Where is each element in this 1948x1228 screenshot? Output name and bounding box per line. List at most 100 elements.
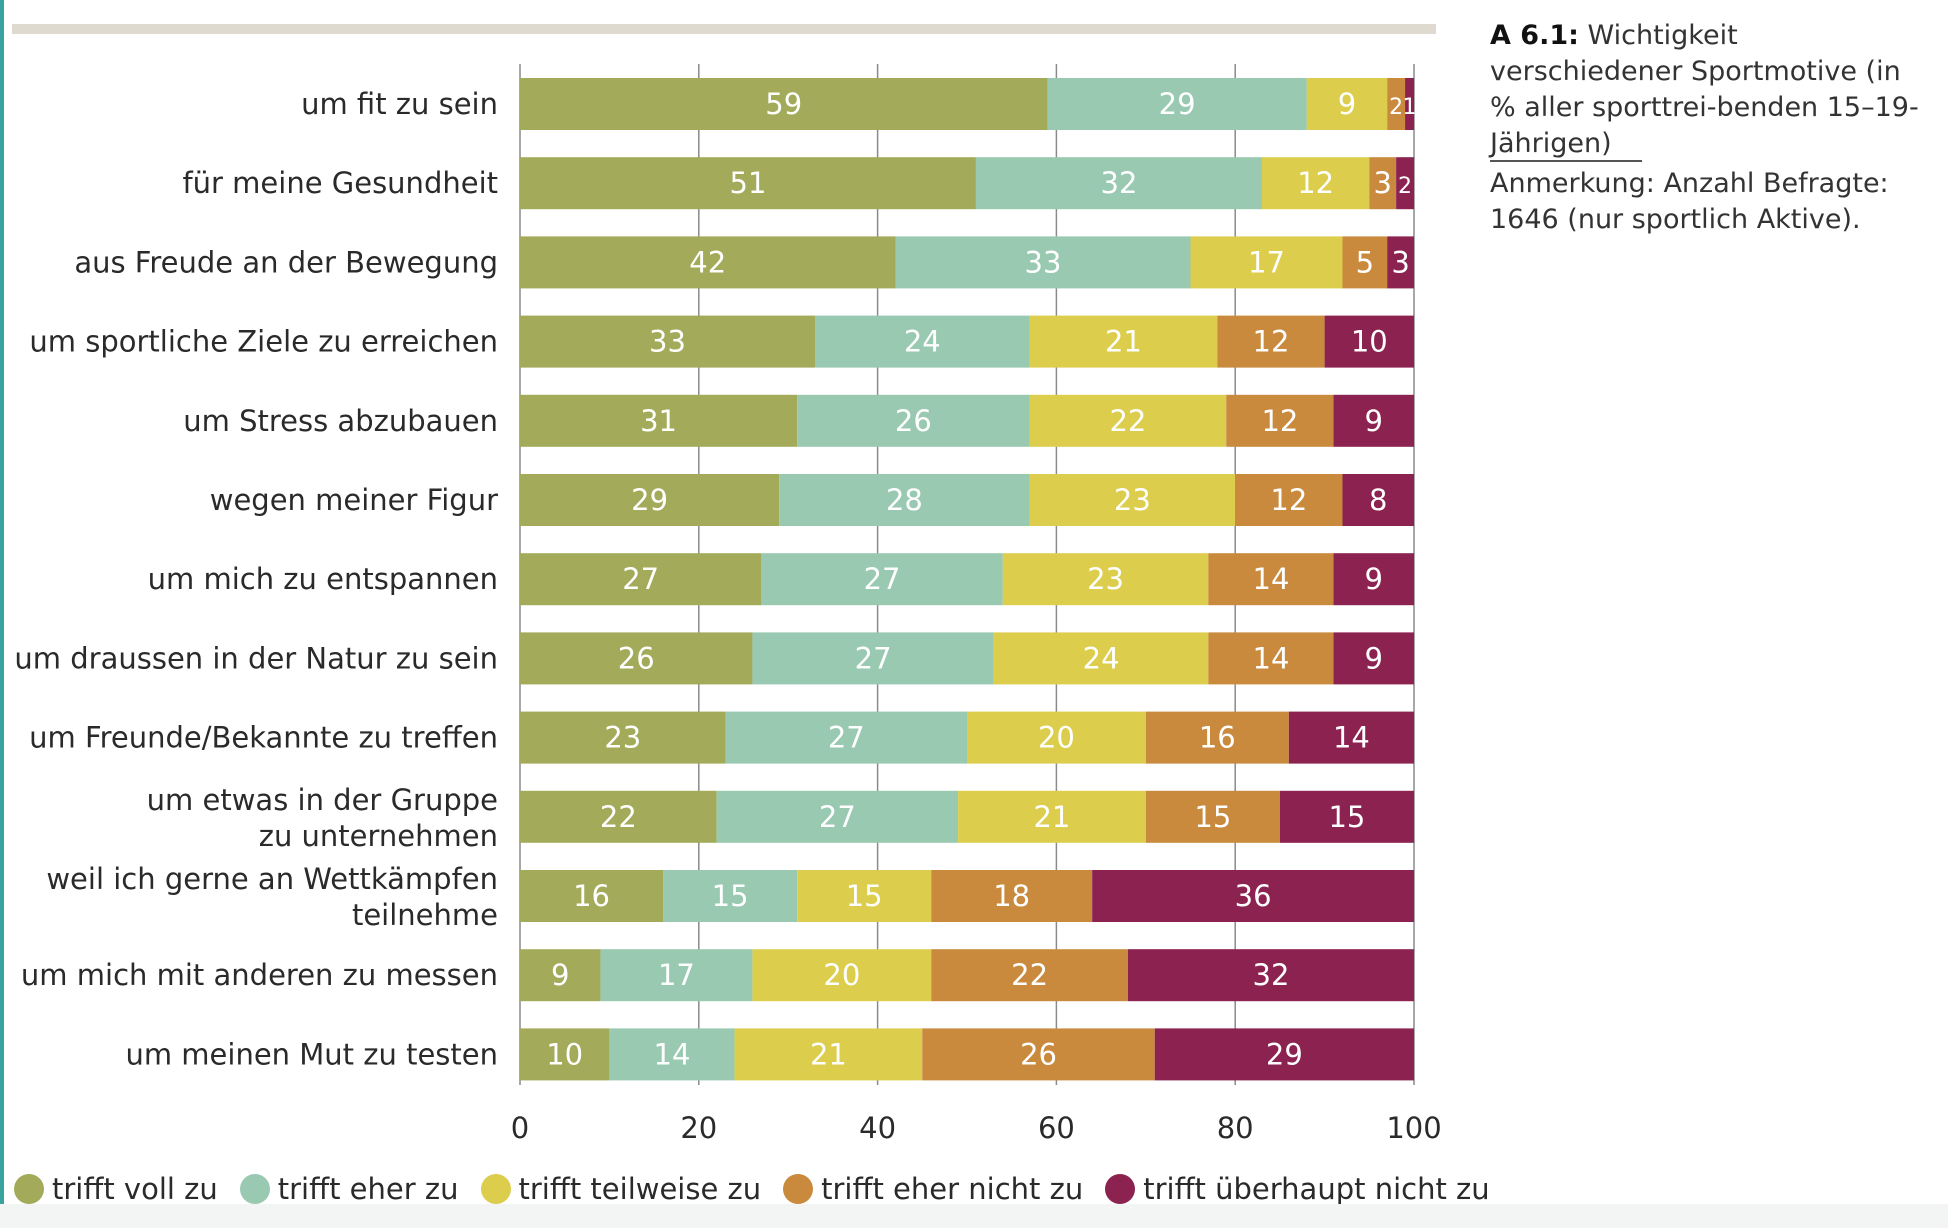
bar-value-label: 24 — [904, 325, 941, 359]
bar-value-label: 10 — [546, 1037, 583, 1071]
bar-value-label: 31 — [640, 404, 677, 438]
legend-label: trifft überhaupt nicht zu — [1143, 1172, 1489, 1206]
bar-value-label: 16 — [573, 879, 610, 913]
bar-value-label: 15 — [1328, 800, 1365, 834]
bar-value-label: 18 — [993, 879, 1030, 913]
bar-value-label: 23 — [604, 721, 641, 755]
bar-value-label: 15 — [1194, 800, 1231, 834]
category-label: um fit zu sein — [301, 87, 498, 121]
legend-label: trifft teilweise zu — [519, 1172, 762, 1206]
bar-value-label: 23 — [1087, 562, 1124, 596]
legend-item: trifft eher zu — [240, 1172, 459, 1206]
legend-swatch — [783, 1174, 813, 1204]
chart-legend: trifft voll zu trifft eher zu trifft teilw… — [14, 1172, 1512, 1206]
bar-value-label: 9 — [551, 958, 569, 992]
bar-value-label: 36 — [1235, 879, 1272, 913]
bar-value-label: 27 — [828, 721, 865, 755]
bar-value-label: 12 — [1253, 325, 1290, 359]
x-tick-label: 60 — [1038, 1111, 1075, 1145]
bar-value-label: 29 — [631, 483, 668, 517]
bar-value-label: 9 — [1365, 562, 1383, 596]
bar-value-label: 14 — [1333, 721, 1370, 755]
category-label: um draussen in der Natur zu sein — [14, 641, 498, 675]
bar-value-label: 12 — [1297, 166, 1334, 200]
bar-value-label: 12 — [1270, 483, 1307, 517]
bar-value-label: 28 — [886, 483, 923, 517]
bar-value-label: 22 — [1109, 404, 1146, 438]
figure-label: A 6.1: — [1490, 20, 1579, 51]
bar-value-label: 22 — [1011, 958, 1048, 992]
legend-item: trifft teilweise zu — [481, 1172, 762, 1206]
figure-note: Anmerkung: Anzahl Befragte: 1646 (nur sp… — [1490, 166, 1930, 238]
category-label: um mich mit anderen zu messen — [21, 958, 498, 992]
category-label: teilnehme — [352, 898, 498, 932]
bar-value-label: 27 — [855, 641, 892, 675]
legend-swatch — [1105, 1174, 1135, 1204]
bar-value-label: 23 — [1114, 483, 1151, 517]
category-label: um Freunde/Bekannte zu treffen — [29, 721, 498, 755]
bar-value-label: 21 — [1033, 800, 1070, 834]
bar-value-label: 14 — [1253, 641, 1290, 675]
bar-value-label: 2 — [1389, 95, 1403, 120]
category-label: um etwas in der Gruppe — [147, 783, 498, 817]
bar-value-label: 9 — [1338, 87, 1356, 121]
bar-value-label: 17 — [658, 958, 695, 992]
bar-value-label: 9 — [1365, 641, 1383, 675]
bottom-strip — [0, 1204, 1948, 1228]
bar-value-label: 3 — [1373, 166, 1391, 200]
legend-item: trifft eher nicht zu — [783, 1172, 1083, 1206]
x-tick-label: 40 — [859, 1111, 896, 1145]
bar-value-label: 16 — [1199, 721, 1236, 755]
bar-value-label: 20 — [823, 958, 860, 992]
bar-value-label: 26 — [895, 404, 932, 438]
bar-value-label: 5 — [1356, 245, 1374, 279]
legend-swatch — [481, 1174, 511, 1204]
category-label: um mich zu entspannen — [148, 562, 498, 596]
legend-item: trifft voll zu — [14, 1172, 218, 1206]
bar-value-label: 59 — [765, 87, 802, 121]
category-label: um sportliche Ziele zu erreichen — [29, 325, 498, 359]
bar-value-label: 51 — [730, 166, 767, 200]
bar-value-label: 14 — [654, 1037, 691, 1071]
category-label: für meine Gesundheit — [182, 166, 498, 200]
bar-value-label: 21 — [1105, 325, 1142, 359]
bar-value-label: 24 — [1083, 641, 1120, 675]
legend-item: trifft überhaupt nicht zu — [1105, 1172, 1489, 1206]
bar-value-label: 2 — [1398, 174, 1412, 199]
bar-value-label: 33 — [1025, 245, 1062, 279]
bar-value-label: 27 — [864, 562, 901, 596]
caption-divider — [1490, 160, 1642, 162]
x-tick-label: 20 — [680, 1111, 717, 1145]
x-tick-label: 80 — [1217, 1111, 1254, 1145]
bar-value-label: 8 — [1369, 483, 1387, 517]
category-label: zu unternehmen — [259, 819, 498, 853]
bar-value-label: 26 — [618, 641, 655, 675]
category-label: um Stress abzubauen — [183, 404, 498, 438]
legend-label: trifft eher zu — [278, 1172, 459, 1206]
bar-value-label: 33 — [649, 325, 686, 359]
legend-label: trifft eher nicht zu — [821, 1172, 1083, 1206]
figure-caption: A 6.1: Wichtigkeit verschiedener Sportmo… — [1490, 18, 1930, 162]
bar-value-label: 42 — [689, 245, 726, 279]
legend-swatch — [240, 1174, 270, 1204]
bar-value-label: 1 — [1403, 95, 1417, 120]
bar-value-label: 32 — [1101, 166, 1138, 200]
bar-value-label: 26 — [1020, 1037, 1057, 1071]
x-tick-label: 100 — [1386, 1111, 1441, 1145]
category-label: um meinen Mut zu testen — [125, 1037, 498, 1071]
bar-value-label: 27 — [819, 800, 856, 834]
bar-value-label: 22 — [600, 800, 637, 834]
category-label: weil ich gerne an Wettkämpfen — [46, 862, 498, 896]
category-label: wegen meiner Figur — [210, 483, 498, 517]
bar-value-label: 10 — [1351, 325, 1388, 359]
bar-value-label: 21 — [810, 1037, 847, 1071]
bar-value-label: 17 — [1248, 245, 1285, 279]
bar-value-label: 27 — [622, 562, 659, 596]
bar-value-label: 9 — [1365, 404, 1383, 438]
bar-value-label: 12 — [1261, 404, 1298, 438]
bar-value-label: 15 — [846, 879, 883, 913]
legend-swatch — [14, 1174, 44, 1204]
bar-value-label: 3 — [1391, 245, 1409, 279]
x-tick-label: 0 — [511, 1111, 529, 1145]
bar-value-label: 20 — [1038, 721, 1075, 755]
